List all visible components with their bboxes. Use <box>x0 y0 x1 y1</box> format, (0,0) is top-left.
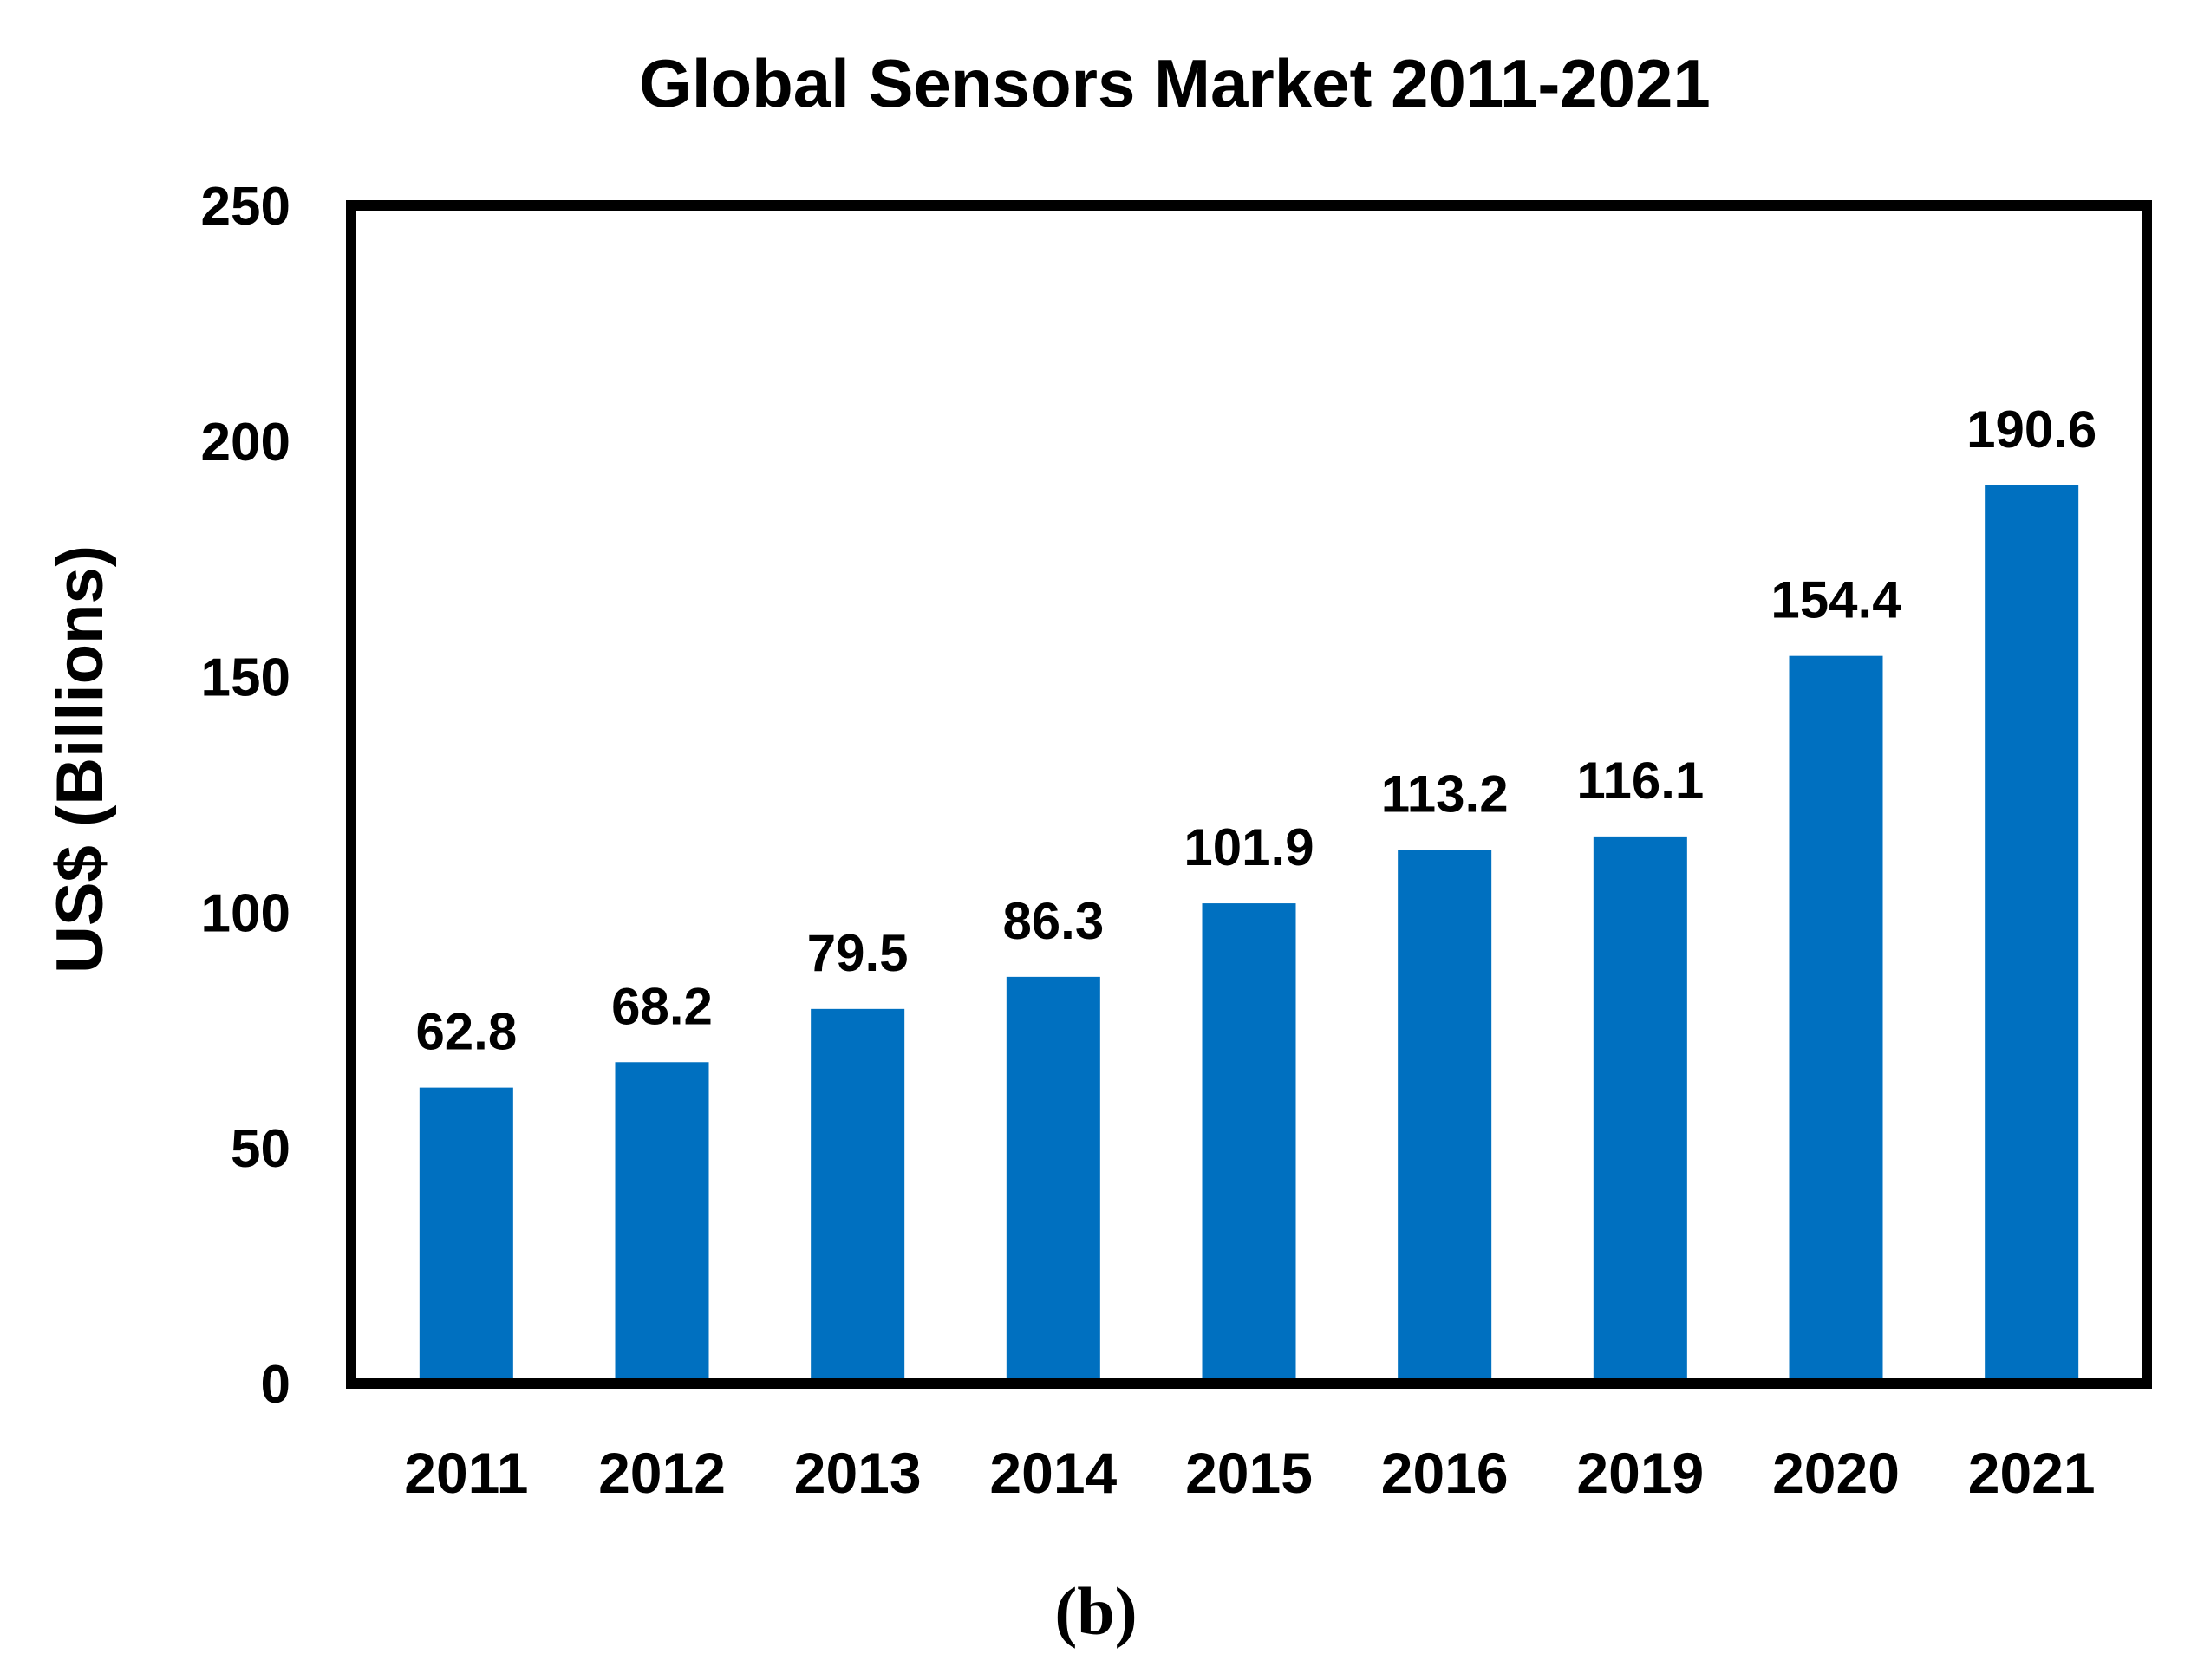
figure-caption: (b) <box>1054 1573 1137 1649</box>
bar-2014 <box>1006 976 1100 1384</box>
x-tick-label-2015: 2015 <box>1185 1441 1313 1505</box>
data-label-2013: 79.5 <box>807 924 909 982</box>
x-tick-label-2016: 2016 <box>1381 1441 1509 1505</box>
bar-2013 <box>811 1008 905 1384</box>
data-label-2021: 190.6 <box>1966 400 2096 459</box>
bar-2012 <box>615 1062 709 1384</box>
x-tick-label-2021: 2021 <box>1968 1441 2096 1505</box>
x-tick-label-2019: 2019 <box>1576 1441 1704 1505</box>
x-tick-label-2014: 2014 <box>989 1441 1117 1505</box>
x-tick-label-2013: 2013 <box>794 1441 922 1505</box>
y-axis-label: US$ (Billions) <box>43 545 117 973</box>
data-label-2011: 62.8 <box>415 1003 517 1061</box>
bar-2020 <box>1789 655 1883 1384</box>
bar-2011 <box>419 1087 513 1384</box>
data-label-2014: 86.3 <box>1002 892 1104 950</box>
bar-2015 <box>1202 903 1296 1384</box>
y-axis-ticks: 0 50 100 150 200 250 <box>201 177 290 1415</box>
x-tick-label-2020: 2020 <box>1772 1441 1900 1505</box>
data-labels: 62.8 68.2 79.5 86.3 101.9 113.2 116.1 154.4 190.… <box>415 400 2096 1061</box>
chart-title: Global Sensors Market 2011-2021 <box>639 45 1711 121</box>
data-label-2012: 68.2 <box>611 977 713 1035</box>
plot-area-frame <box>346 200 2152 1389</box>
data-label-2019: 116.1 <box>1576 752 1704 810</box>
data-label-2016: 113.2 <box>1381 765 1509 824</box>
x-tick-label-2011: 2011 <box>404 1441 528 1505</box>
y-tick-label: 50 <box>231 1119 290 1179</box>
bar-2016 <box>1398 850 1492 1384</box>
data-label-2015: 101.9 <box>1184 818 1314 876</box>
y-tick-label: 150 <box>201 648 290 708</box>
y-tick-label: 200 <box>201 413 290 472</box>
y-tick-label: 250 <box>201 177 290 237</box>
bar-2019 <box>1593 836 1687 1384</box>
x-axis-ticks: 2011 2012 2013 2014 2015 2016 2019 2020 2021 <box>404 1441 2095 1505</box>
y-tick-label: 100 <box>201 883 290 943</box>
data-label-2020: 154.4 <box>1770 571 1901 629</box>
x-tick-label-2012: 2012 <box>598 1441 726 1505</box>
bars <box>419 485 2079 1384</box>
bar-2021 <box>1985 485 2079 1384</box>
y-tick-label: 0 <box>261 1355 290 1415</box>
